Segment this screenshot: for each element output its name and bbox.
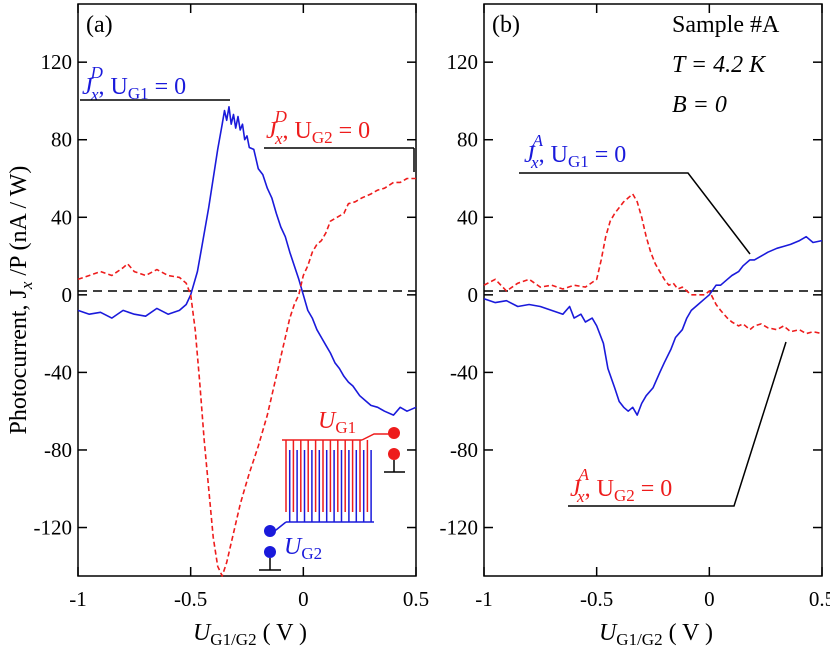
- leader-b-blue: [519, 172, 751, 255]
- inset-red-terminal-bottom: [388, 448, 400, 460]
- ticks-layer: 120 80 40 0 -40 -80 -120 -1 -0.5 0 0.5 120 80 40 0 -40 -…: [34, 4, 830, 611]
- y-tick-label: -40: [44, 360, 72, 384]
- field-label: B = 0: [672, 92, 727, 118]
- label-a-red: JD x, UG2 = 0: [266, 107, 370, 148]
- y-tick-label: 40: [457, 205, 478, 229]
- inset-label-g1: UG1: [318, 408, 356, 437]
- x-axis-label-a: UG1/G2 ( V ): [193, 620, 307, 649]
- y-tick-label: -40: [450, 360, 478, 384]
- y-tick-label: 80: [51, 128, 72, 152]
- x-tick-label: -1: [475, 587, 493, 611]
- x-tick-label: -0.5: [174, 587, 207, 611]
- series-line-a-red: [77, 177, 416, 577]
- y-tick-label: -80: [450, 438, 478, 462]
- y-tick-label: 0: [468, 283, 479, 307]
- y-tick-label: -120: [34, 516, 73, 540]
- y-axis-label: Photocurrent, Jx /P (nA / W): [6, 166, 36, 435]
- gate-inset: UG1 UG2: [259, 408, 405, 571]
- x-tick-label: 0.5: [809, 587, 830, 611]
- series-layer: [77, 106, 823, 577]
- x-tick-label: 0.5: [403, 587, 429, 611]
- panel-b-frame: [483, 3, 823, 577]
- series-line-b-blue: [483, 235, 823, 416]
- y-tick-label: -80: [44, 438, 72, 462]
- y-tick-label: 40: [51, 205, 72, 229]
- panel-a-tag: (a): [86, 12, 113, 38]
- y-tick-label: 80: [457, 128, 478, 152]
- temperature-label: T = 4.2 K: [672, 52, 767, 78]
- inset-blue-terminal-bottom: [264, 546, 276, 558]
- x-tick-label: 0: [704, 587, 715, 611]
- inset-red-lead: [361, 433, 394, 441]
- label-b-red: JA x, UG2 = 0: [570, 465, 672, 506]
- x-tick-label: -1: [69, 587, 87, 611]
- y-tick-label: -120: [440, 516, 479, 540]
- inset-fingers: [285, 440, 372, 522]
- sample-label: Sample #A: [672, 12, 780, 38]
- label-a-blue: JD x, UG1 = 0: [82, 63, 186, 104]
- leader-b-red: [568, 341, 787, 507]
- inset-red-terminal-top: [388, 427, 400, 439]
- inset-label-g2: UG2: [284, 534, 322, 563]
- panel-a-frame: [77, 3, 417, 577]
- x-tick-label: 0: [298, 587, 309, 611]
- y-tick-label: 0: [62, 283, 73, 307]
- series-line-a-blue: [77, 106, 417, 416]
- x-axis-label-b: UG1/G2 ( V ): [599, 620, 713, 649]
- inset-blue-terminal-top: [264, 525, 276, 537]
- y-tick-label: 120: [447, 50, 479, 74]
- series-line-b-red: [483, 193, 823, 335]
- y-tick-label: 120: [41, 50, 73, 74]
- panel-b-tag: (b): [492, 12, 520, 38]
- x-tick-label: -0.5: [580, 587, 613, 611]
- label-b-blue: JA x, UG1 = 0: [524, 131, 626, 172]
